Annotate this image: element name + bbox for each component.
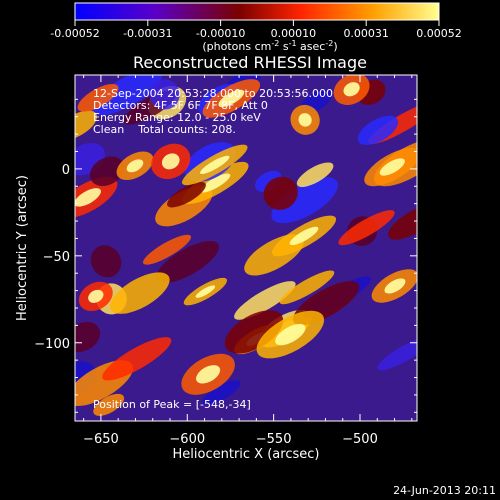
heatmap-image xyxy=(75,75,417,416)
colorbar: -0.00052 -0.00031 -0.00010 0.00010 0.00031 0.… xyxy=(50,2,462,53)
heatmap-blob xyxy=(377,336,417,371)
heatmap-blob-core xyxy=(200,155,230,175)
heatmap-blob xyxy=(388,203,417,240)
annotation-time-range: 12-Sep-2004 20:53:28.000 to 20:53:56.000 xyxy=(93,87,333,100)
colorbar-units: (photons cm-2 s-1 asec-2) xyxy=(202,39,337,53)
heatmap-blob xyxy=(75,110,98,141)
plot-frame xyxy=(74,74,418,422)
x-tick-label: −550 xyxy=(256,432,292,447)
heatmap-blob xyxy=(338,210,395,246)
colorbar-gradient xyxy=(75,3,439,20)
y-axis: 0 −50 −100 xyxy=(34,98,417,413)
heatmap-blob xyxy=(89,156,125,187)
x-tick-label: −650 xyxy=(83,432,119,447)
y-axis-label: Heliocentric Y (arcsec) xyxy=(15,175,30,321)
heatmap-blob-core xyxy=(275,323,306,346)
annotation-clean-counts: Clean Total counts: 208. xyxy=(93,123,236,136)
heatmap-blob-core xyxy=(126,159,144,173)
colorbar-tick-label: 0.00010 xyxy=(271,27,317,40)
heatmap-blob-core xyxy=(343,82,360,97)
heatmap-blob xyxy=(102,337,172,381)
heatmap-blob xyxy=(234,281,296,320)
heatmap-blob-core xyxy=(88,289,104,303)
chart-title: Reconstructed RHESSI Image xyxy=(133,53,367,72)
heatmap-blob xyxy=(149,79,180,110)
heatmap-blob xyxy=(202,380,241,405)
heatmap-blob xyxy=(263,176,298,210)
heatmap-blob xyxy=(296,162,334,188)
colorbar-tick-label: -0.00031 xyxy=(123,27,172,40)
heatmap-blob xyxy=(77,84,119,112)
heatmap-blob-core xyxy=(289,226,319,246)
heatmap-blob-core xyxy=(200,173,231,193)
heatmap-blob xyxy=(357,115,399,146)
colorbar-frame xyxy=(74,2,440,21)
colorbar-ticks: -0.00052 -0.00031 -0.00010 0.00010 0.00031 0.… xyxy=(50,20,462,40)
colorbar-tick-label: 0.00052 xyxy=(416,27,462,40)
x-tick-label: −500 xyxy=(342,432,378,447)
y-tick-label: 0 xyxy=(62,163,70,178)
heatmap-blob xyxy=(156,240,219,283)
colorbar-tick-label: 0.00031 xyxy=(343,27,389,40)
annotation-energy-range: Energy Range: 12.0 - 25.0 keV xyxy=(93,111,261,124)
x-axis-label: Heliocentric X (arcsec) xyxy=(173,447,320,462)
footer-date: 24-Jun-2013 20:11 xyxy=(393,484,496,497)
heatmap-blob xyxy=(142,234,192,265)
heatmap-blob xyxy=(93,393,125,416)
heatmap-blob-core xyxy=(75,188,101,207)
heatmap-blob-core xyxy=(298,113,312,127)
heatmap-blob-core xyxy=(218,89,245,108)
colorbar-tick-label: -0.00010 xyxy=(196,27,245,40)
heatmap-blob xyxy=(109,272,170,314)
heatmap-blob xyxy=(279,270,335,305)
colorbar-tick-label: -0.00052 xyxy=(50,27,99,40)
plot-area xyxy=(75,75,417,421)
heatmap-blob xyxy=(91,75,163,116)
y-tick-label: −50 xyxy=(43,250,70,265)
heatmap-blob xyxy=(224,310,284,354)
y-tick-label: −100 xyxy=(34,337,70,352)
heatmap-blob-core xyxy=(161,153,180,170)
annotation-peak-position: Position of Peak = [-548,-34] xyxy=(93,398,251,411)
x-axis: −650 −600 −550 −500 xyxy=(83,75,413,447)
heatmap-blob xyxy=(90,245,122,278)
x-tick-label: −600 xyxy=(169,432,205,447)
heatmap-blob xyxy=(271,177,338,224)
annotation-detectors: Detectors: 4F 5F 6F 7F 8F, Att 0 xyxy=(93,99,268,112)
heatmap-blob-core xyxy=(379,158,405,176)
heatmap-blob-core xyxy=(384,278,406,294)
heatmap-blob xyxy=(75,321,101,353)
heatmap-blob-core xyxy=(196,365,221,384)
heatmap-blob xyxy=(167,181,206,208)
heatmap-blob-core xyxy=(195,285,216,298)
